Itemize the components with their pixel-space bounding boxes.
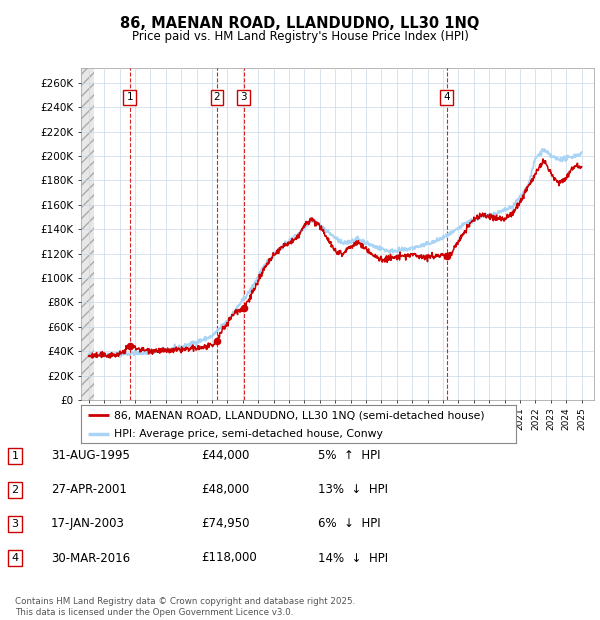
Text: 4: 4 — [443, 92, 450, 102]
Bar — [81, 68, 94, 400]
Text: 1: 1 — [127, 92, 133, 102]
Text: HPI: Average price, semi-detached house, Conwy: HPI: Average price, semi-detached house,… — [113, 428, 383, 439]
Text: £118,000: £118,000 — [201, 552, 257, 564]
Text: 6%  ↓  HPI: 6% ↓ HPI — [318, 518, 380, 530]
Text: 3: 3 — [240, 92, 247, 102]
Text: 5%  ↑  HPI: 5% ↑ HPI — [318, 450, 380, 462]
Text: £74,950: £74,950 — [201, 518, 250, 530]
Text: £44,000: £44,000 — [201, 450, 250, 462]
Text: 31-AUG-1995: 31-AUG-1995 — [51, 450, 130, 462]
Text: 2: 2 — [11, 485, 19, 495]
Text: 13%  ↓  HPI: 13% ↓ HPI — [318, 484, 388, 496]
Text: £48,000: £48,000 — [201, 484, 249, 496]
Text: 86, MAENAN ROAD, LLANDUDNO, LL30 1NQ: 86, MAENAN ROAD, LLANDUDNO, LL30 1NQ — [121, 16, 479, 30]
Text: 30-MAR-2016: 30-MAR-2016 — [51, 552, 130, 564]
Text: Price paid vs. HM Land Registry's House Price Index (HPI): Price paid vs. HM Land Registry's House … — [131, 30, 469, 43]
Text: 4: 4 — [11, 553, 19, 563]
Text: 1: 1 — [11, 451, 19, 461]
Text: 14%  ↓  HPI: 14% ↓ HPI — [318, 552, 388, 564]
Text: 86, MAENAN ROAD, LLANDUDNO, LL30 1NQ (semi-detached house): 86, MAENAN ROAD, LLANDUDNO, LL30 1NQ (se… — [113, 410, 484, 420]
Text: 17-JAN-2003: 17-JAN-2003 — [51, 518, 125, 530]
Text: 27-APR-2001: 27-APR-2001 — [51, 484, 127, 496]
Text: Contains HM Land Registry data © Crown copyright and database right 2025.
This d: Contains HM Land Registry data © Crown c… — [15, 598, 355, 617]
Text: 3: 3 — [11, 519, 19, 529]
Text: 2: 2 — [214, 92, 220, 102]
